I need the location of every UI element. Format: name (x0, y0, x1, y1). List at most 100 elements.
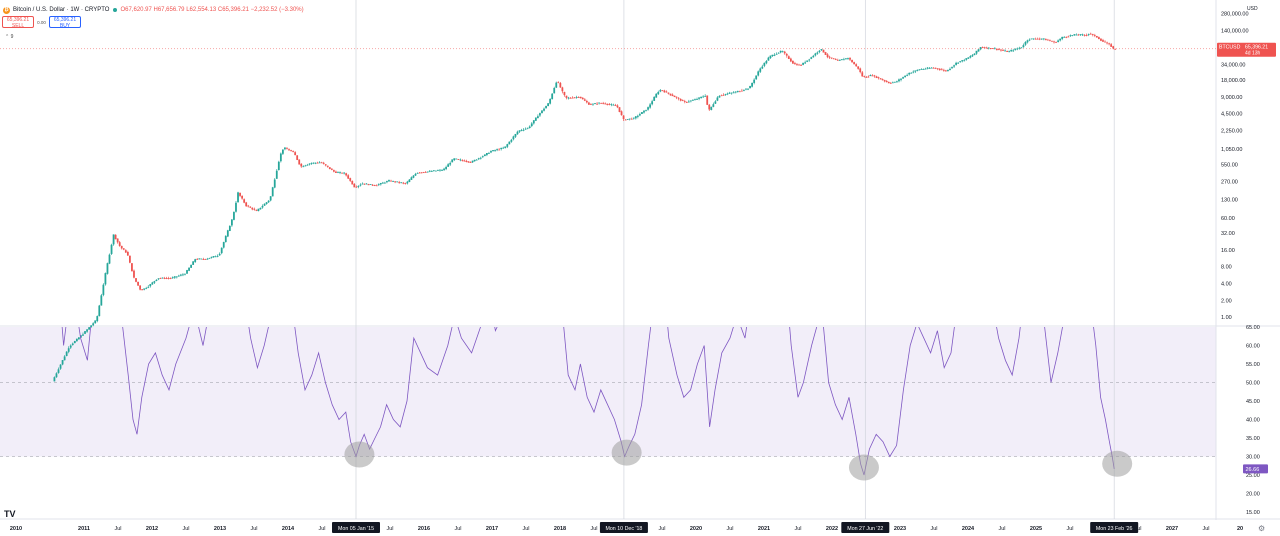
candle-body (349, 178, 352, 181)
candle-body (877, 77, 880, 79)
candle-body (82, 334, 84, 336)
candle-body (161, 277, 164, 279)
candle-body (1038, 38, 1041, 40)
candle-body (410, 177, 413, 180)
candle-body (498, 149, 501, 151)
candle-body (677, 97, 680, 99)
buy-button[interactable]: 65,396.21 BUY (49, 16, 81, 28)
candle-body (820, 49, 823, 51)
candle-body (849, 57, 851, 60)
candle-body (131, 263, 133, 272)
candle-body (1014, 48, 1017, 50)
candle-body (296, 155, 299, 160)
candle-body (206, 258, 209, 260)
candle-body (530, 123, 533, 127)
candle-body (322, 162, 325, 164)
candle-body (279, 153, 282, 162)
price-tick-label: 2,250.00 (1221, 128, 1242, 134)
candle-body (249, 206, 252, 208)
candle-body (512, 136, 515, 140)
candle-body (481, 156, 484, 158)
price-tick-label: 34,000.00 (1221, 63, 1245, 69)
candle-body (765, 61, 768, 64)
candle-body (875, 76, 878, 79)
time-tick-label: Jul (522, 526, 529, 532)
time-tick-label: 2010 (10, 526, 22, 532)
bar-countdown: 4d 13h (1245, 50, 1261, 56)
tradingview-logo[interactable]: TV (4, 509, 16, 519)
candle-body (359, 184, 362, 186)
candle-body (422, 172, 425, 174)
candle-body (192, 261, 195, 265)
candle-body (828, 56, 831, 58)
candle-body (867, 76, 870, 78)
candle-body (955, 62, 957, 65)
candle-body (577, 97, 580, 98)
candle-body (1110, 44, 1113, 47)
currency-label[interactable]: USD (1247, 6, 1258, 12)
time-marker-label: Mon 23 Feb '26 (1096, 526, 1133, 532)
time-tick-label: 2018 (554, 526, 566, 532)
candle-body (857, 66, 860, 69)
candle-body (1083, 34, 1086, 36)
candle-body (186, 270, 188, 274)
candle-body (351, 181, 354, 185)
rsi-value-tag (1243, 464, 1268, 474)
candle-body (649, 104, 651, 108)
candle-body (724, 94, 727, 95)
candle-body (490, 151, 492, 153)
candle-body (594, 103, 596, 105)
price-tick-label: 8.00 (1221, 265, 1232, 271)
rsi-low-highlight (344, 441, 375, 468)
sell-button[interactable]: 65,396.21 SELL (2, 16, 34, 28)
price-tick-label: 1,050.00 (1221, 147, 1242, 153)
candle-body (965, 58, 968, 60)
candle-body (98, 305, 101, 317)
candle-body (1051, 40, 1053, 42)
gear-icon[interactable]: ⚙ (1258, 524, 1266, 533)
rsi-tick-label: 40.00 (1246, 418, 1260, 424)
candle-body (614, 105, 617, 107)
candle-body (96, 316, 99, 322)
candle-body (1071, 35, 1074, 36)
candle-body (245, 202, 248, 207)
candle-body (239, 192, 241, 196)
candle-body (643, 110, 645, 113)
candle-body (991, 48, 994, 50)
candle-body (1067, 36, 1070, 38)
candle-body (257, 208, 260, 212)
candle-body (326, 165, 329, 167)
candle-body (492, 150, 494, 152)
candle-body (753, 79, 756, 83)
candle-body (845, 58, 847, 60)
candle-body (467, 161, 470, 163)
time-marker-label: Mon 05 Jan '15 (338, 526, 374, 532)
rsi-tick-label: 15.00 (1246, 510, 1260, 516)
candle-body (502, 147, 505, 149)
candle-body (996, 48, 998, 50)
symbol-title[interactable]: Bitcoin / U.S. Dollar · 1W · CRYPTO (13, 7, 110, 13)
candle-body (789, 58, 792, 62)
candle-body (969, 56, 972, 58)
candle-body (418, 172, 421, 174)
candle-body (106, 263, 109, 274)
candle-body (891, 82, 894, 84)
candle-body (1016, 48, 1019, 50)
rsi-low-highlight (611, 439, 642, 466)
candle-body (155, 279, 158, 281)
candle-body (604, 103, 607, 105)
price-tick-label: 130.00 (1221, 197, 1238, 203)
candle-body (832, 58, 835, 60)
candle-body (1061, 36, 1064, 39)
candle-body (949, 68, 951, 70)
candle-body (357, 185, 360, 187)
candle-body (1000, 49, 1002, 51)
indicators-toggle[interactable]: ⌃ 9 (5, 34, 14, 40)
candle-body (414, 173, 417, 176)
candle-body (922, 69, 925, 70)
candle-body (455, 158, 458, 160)
candle-body (759, 68, 762, 72)
candle-body (757, 71, 760, 76)
candle-body (981, 47, 984, 48)
